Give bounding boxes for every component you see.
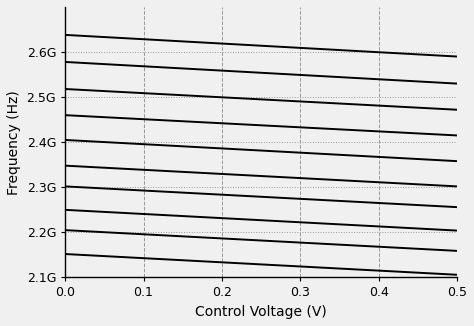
X-axis label: Control Voltage (V): Control Voltage (V) — [195, 305, 327, 319]
Y-axis label: Frequency (Hz): Frequency (Hz) — [7, 90, 21, 195]
